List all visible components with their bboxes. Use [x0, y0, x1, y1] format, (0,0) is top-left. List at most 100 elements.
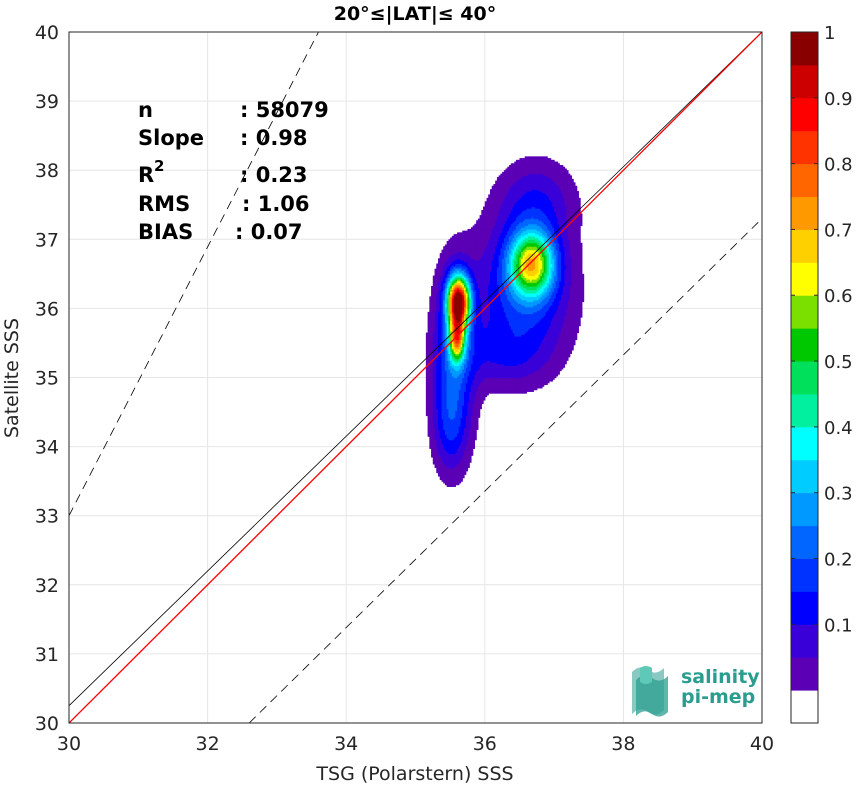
density-cell — [455, 412, 458, 415]
density-cell — [441, 279, 444, 282]
density-cell — [431, 410, 434, 413]
density-cell — [474, 294, 477, 297]
density-cell — [432, 284, 436, 287]
density-cell — [443, 405, 446, 408]
density-cell — [465, 368, 469, 372]
density-cell — [464, 260, 467, 263]
density-cell — [455, 439, 458, 443]
density-cell — [448, 261, 451, 265]
density-cell — [443, 444, 446, 448]
density-cell — [476, 277, 479, 280]
density-cell — [450, 475, 453, 479]
density-cell — [451, 313, 455, 316]
density-cell — [443, 329, 446, 332]
density-cell — [462, 406, 465, 410]
density-cell — [458, 334, 462, 337]
density-cell — [439, 470, 443, 474]
density-cell — [460, 272, 463, 275]
density-cell — [462, 253, 465, 256]
density-cell — [429, 396, 432, 399]
density-cell — [441, 463, 444, 467]
density-cell — [469, 268, 472, 271]
density-cell — [474, 261, 477, 265]
density-cell — [464, 453, 467, 456]
density-cell — [450, 460, 453, 463]
density-cell — [450, 405, 453, 408]
density-cell — [429, 443, 432, 446]
density-cell — [450, 374, 453, 377]
density-cell — [469, 261, 472, 265]
density-cell — [444, 406, 448, 410]
density-cell — [439, 384, 443, 387]
density-cell — [460, 308, 463, 311]
density-cell — [434, 355, 437, 358]
density-cell — [448, 325, 451, 329]
density-cell — [429, 379, 432, 382]
density-cell — [474, 384, 477, 387]
density-cell — [465, 377, 469, 380]
density-cell — [443, 287, 446, 290]
density-cell — [469, 317, 472, 320]
density-cell — [450, 391, 453, 394]
density-cell — [455, 234, 458, 237]
density-cell — [434, 325, 437, 329]
density-cell — [455, 422, 458, 425]
density-cell — [464, 246, 467, 249]
density-cell — [443, 458, 446, 462]
density-cell — [457, 367, 460, 370]
density-cell — [432, 372, 436, 375]
density-cell — [425, 332, 429, 335]
density-cell — [446, 455, 450, 458]
density-cell — [446, 436, 450, 439]
density-cell — [453, 237, 456, 240]
density-cell — [458, 465, 462, 468]
density-cell — [434, 320, 437, 323]
density-cell — [438, 408, 441, 411]
density-cell — [443, 389, 446, 392]
density-cell — [444, 370, 448, 373]
density-cell — [469, 266, 472, 270]
density-cell — [431, 330, 434, 334]
density-cell — [443, 247, 446, 251]
density-cell — [457, 475, 460, 479]
density-cell — [464, 422, 467, 425]
density-cell — [438, 470, 441, 474]
density-cell — [462, 382, 465, 386]
density-cell — [444, 310, 448, 313]
density-cell — [455, 322, 458, 325]
density-cell — [444, 332, 448, 335]
density-cell — [457, 323, 460, 327]
density-cell — [460, 398, 463, 401]
density-cell — [432, 313, 436, 316]
density-cell — [472, 351, 475, 354]
density-cell — [470, 273, 474, 277]
density-cell — [432, 398, 436, 401]
density-cell — [432, 356, 436, 360]
density-cell — [438, 337, 441, 341]
density-cell — [458, 329, 462, 332]
density-cell — [467, 258, 470, 261]
density-cell — [432, 294, 436, 297]
density-cell — [455, 432, 458, 436]
density-cell — [474, 425, 477, 429]
density-cell — [472, 334, 475, 337]
density-cell — [460, 450, 463, 453]
density-cell — [451, 244, 455, 247]
density-cell — [457, 310, 460, 313]
density-cell — [436, 320, 439, 323]
density-cell — [432, 405, 436, 408]
density-cell — [457, 332, 460, 335]
density-cell — [465, 436, 469, 439]
density-cell — [470, 401, 474, 405]
density-cell — [455, 374, 458, 377]
density-cell — [439, 412, 443, 415]
density-cell — [472, 246, 475, 249]
density-cell — [465, 270, 469, 273]
density-cell — [472, 379, 475, 382]
density-cell — [465, 346, 469, 349]
density-cell — [444, 474, 448, 477]
density-cell — [455, 456, 458, 460]
density-cell — [457, 463, 460, 467]
density-cell — [465, 282, 469, 285]
density-cell — [472, 310, 475, 313]
